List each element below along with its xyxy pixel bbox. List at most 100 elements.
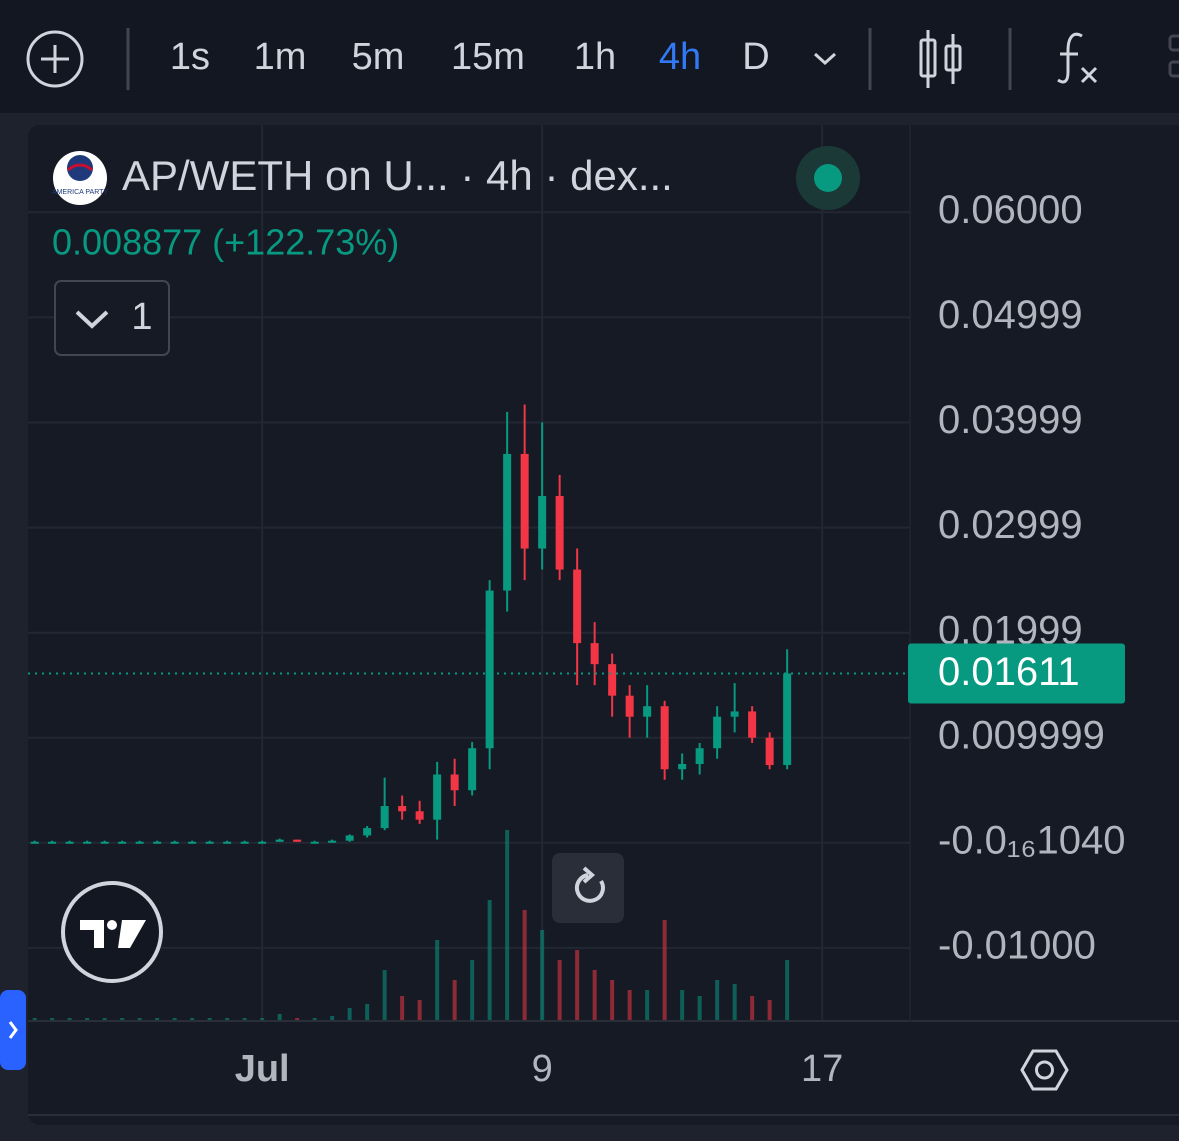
volume-bar: [155, 1018, 160, 1020]
last-price-label: 0.01611: [938, 650, 1080, 694]
candle-body: [730, 711, 739, 717]
candle-body: [83, 841, 92, 844]
volume-bar: [627, 990, 632, 1020]
volume-bar: [785, 960, 790, 1020]
y-tick-label: 0.009999: [938, 713, 1105, 757]
indicator-count: 1: [131, 296, 152, 338]
candle-body: [503, 453, 512, 591]
volume-bar: [557, 960, 562, 1020]
candle-body: [643, 706, 652, 717]
candle-body: [625, 695, 634, 717]
indicator-toggle[interactable]: 1: [54, 280, 170, 356]
volume-bar: [50, 1018, 55, 1020]
volume-bar: [732, 984, 737, 1020]
price-change: 0.008877 (+122.73%): [52, 222, 399, 263]
reset-button[interactable]: [552, 853, 624, 923]
x-tick-label: 9: [532, 1048, 553, 1090]
volume-bar: [120, 1018, 125, 1020]
candle-body: [450, 774, 459, 791]
volume-bar: [102, 1018, 107, 1020]
candle-body: [170, 841, 179, 844]
more-button[interactable]: [1168, 34, 1179, 52]
grid: [28, 125, 910, 1020]
candle-body: [485, 590, 494, 749]
volume-bar: [435, 940, 440, 1020]
volume-bar: [365, 1004, 370, 1020]
chart-title: AP/WETH on U... · 4h · dex...: [122, 152, 673, 199]
interval-group: 1s 1m 5m 15m 1h 4h D: [170, 36, 770, 78]
candle-body: [153, 841, 162, 844]
candle-body: [660, 706, 669, 770]
candle-body: [433, 774, 442, 820]
indicators-button[interactable]: [1057, 32, 1098, 84]
candle-body: [205, 841, 214, 844]
volume-bar: [662, 920, 667, 1020]
volume-bar: [242, 1018, 247, 1020]
volume-bar: [312, 1018, 317, 1020]
candle-body: [240, 841, 249, 844]
volume-bar: [610, 980, 615, 1020]
candle-body: [468, 748, 477, 791]
volume-bar: [522, 910, 527, 1020]
volume-bar: [470, 960, 475, 1020]
candle-body: [310, 841, 319, 844]
candle-body: [65, 841, 74, 844]
interval-button[interactable]: D: [742, 36, 769, 78]
candle-body: [380, 806, 389, 829]
volume-bar: [382, 970, 387, 1020]
volume-bar: [295, 1018, 300, 1020]
side-panel-toggle[interactable]: [0, 990, 26, 1070]
interval-dropdown[interactable]: [813, 52, 837, 66]
interval-button[interactable]: 1m: [254, 36, 307, 78]
candle-body: [765, 737, 774, 766]
volume-bar: [417, 1000, 422, 1020]
candle-body: [48, 841, 57, 844]
candle-body: [118, 841, 127, 844]
candle-body: [695, 748, 704, 764]
volume-bar: [487, 900, 492, 1020]
volume-bar: [190, 1018, 195, 1020]
candle-body: [293, 839, 302, 842]
candle-body: [783, 673, 792, 766]
more-button[interactable]: [1168, 60, 1179, 78]
chart-type-button[interactable]: [919, 30, 962, 88]
volume-bar: [452, 980, 457, 1020]
candle-body: [30, 841, 39, 844]
candle-body: [363, 828, 372, 836]
volume-bar: [137, 1018, 142, 1020]
tradingview-logo[interactable]: [61, 881, 163, 983]
volume-bar: [715, 980, 720, 1020]
add-button[interactable]: [26, 30, 84, 88]
volume-bar: [540, 930, 545, 1020]
volume-bar: [67, 1018, 72, 1020]
last-price-tag: [908, 643, 1125, 704]
candle-body: [678, 763, 687, 770]
axes: 0.060000.049990.039990.029990.019990.009…: [235, 188, 1126, 1090]
volume-bar: [260, 1018, 265, 1020]
volume-bar: [505, 830, 510, 1020]
candle-body: [555, 495, 564, 570]
candle-body: [258, 841, 267, 844]
volume-bar: [32, 1018, 37, 1020]
interval-button[interactable]: 4h: [659, 36, 701, 78]
volume-bar: [592, 970, 597, 1020]
interval-button[interactable]: 1h: [574, 36, 616, 78]
volume-bar: [680, 990, 685, 1020]
y-tick-label: 0.04999: [938, 293, 1083, 337]
interval-button[interactable]: 15m: [451, 36, 525, 78]
interval-button[interactable]: 1s: [170, 36, 210, 78]
interval-button[interactable]: 5m: [352, 36, 405, 78]
y-tick-label: 0.03999: [938, 398, 1083, 442]
volume-bar: [207, 1018, 212, 1020]
candle-body: [135, 841, 144, 844]
candle-body: [398, 806, 407, 812]
volume-bar: [767, 1000, 772, 1020]
candle-body: [100, 841, 109, 844]
settings-button[interactable]: [1020, 1049, 1069, 1091]
volume-bar: [85, 1018, 90, 1020]
candle-body: [328, 840, 337, 843]
volume-bar: [347, 1008, 352, 1020]
candle-body: [188, 841, 197, 844]
toolbar: [0, 0, 1179, 113]
